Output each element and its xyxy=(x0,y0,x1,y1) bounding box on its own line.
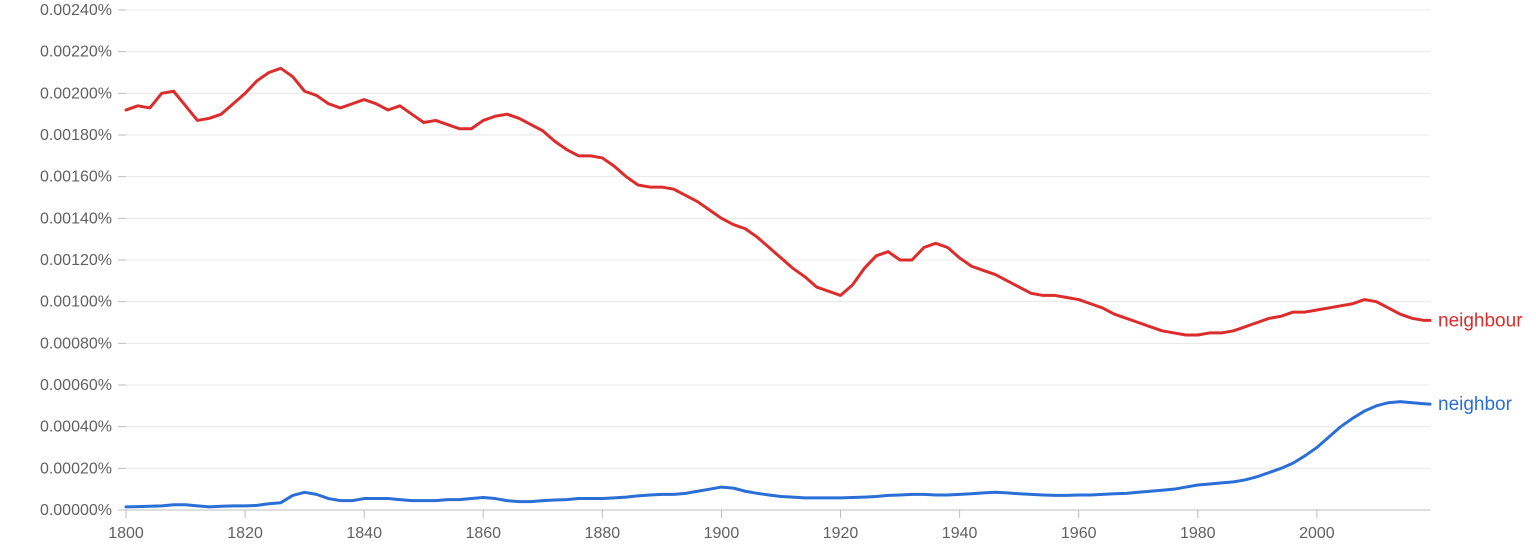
x-tick-label: 1920 xyxy=(823,525,859,542)
series-label-neighbour: neighbour xyxy=(1438,310,1523,331)
y-tick-label: 0.00020% xyxy=(40,460,112,477)
y-tick-label: 0.00200% xyxy=(40,85,112,102)
chart-svg: 0.00000% 0.00020% 0.00040% 0.00060% 0.00080%… xyxy=(0,0,1536,557)
series-label-neighbor: neighbor xyxy=(1438,394,1513,415)
ngram-line-chart: 0.00000% 0.00020% 0.00040% 0.00060% 0.00080%… xyxy=(0,0,1536,557)
x-tick-label: 2000 xyxy=(1299,525,1335,542)
y-tick-label: 0.00220% xyxy=(40,44,112,61)
y-tick-label: 0.00100% xyxy=(40,294,112,311)
x-tick-label: 1860 xyxy=(465,525,501,542)
y-tick-label: 0.00140% xyxy=(40,210,112,227)
x-tick-label: 1900 xyxy=(704,525,740,542)
x-tick-label: 1800 xyxy=(108,525,144,542)
y-tick-label: 0.00080% xyxy=(40,335,112,352)
x-tick-label: 1820 xyxy=(227,525,263,542)
x-tick-label: 1980 xyxy=(1180,525,1216,542)
y-tick-label: 0.00180% xyxy=(40,127,112,144)
chart-background xyxy=(0,0,1536,557)
y-tick-label: 0.00040% xyxy=(40,419,112,436)
y-tick-label: 0.00160% xyxy=(40,169,112,186)
y-tick-label: 0.00000% xyxy=(40,502,112,519)
x-tick-label: 1940 xyxy=(942,525,978,542)
y-tick-label: 0.00060% xyxy=(40,377,112,394)
x-tick-label: 1880 xyxy=(585,525,621,542)
y-tick-label: 0.00120% xyxy=(40,252,112,269)
y-tick-label: 0.00240% xyxy=(40,2,112,19)
x-tick-label: 1840 xyxy=(346,525,382,542)
x-tick-label: 1960 xyxy=(1061,525,1097,542)
